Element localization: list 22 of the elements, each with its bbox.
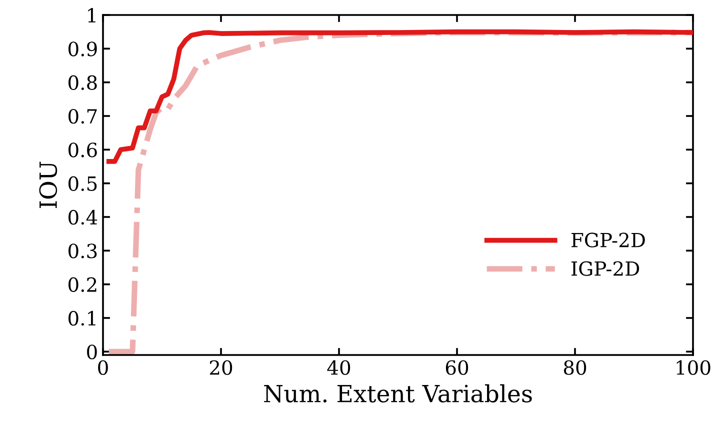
y-tick-label: 0.4 bbox=[68, 210, 98, 225]
y-tick-label: 0.2 bbox=[68, 277, 96, 292]
x-tick-label: 60 bbox=[446, 360, 468, 375]
y-tick-label: 0.1 bbox=[68, 310, 96, 326]
y-axis-title: IOU bbox=[39, 162, 58, 208]
x-tick-label: 80 bbox=[564, 360, 586, 375]
x-axis-title: Num. Extent Variables bbox=[264, 384, 532, 403]
line-series bbox=[106, 29, 693, 164]
x-tick-label: 20 bbox=[210, 360, 232, 375]
y-tick-label: 0.3 bbox=[68, 244, 97, 258]
x-tick-label: 100 bbox=[676, 360, 710, 375]
y-tick-label: 0.9 bbox=[68, 42, 97, 56]
legend-label: FGP-2D bbox=[572, 232, 645, 248]
y-tick-label: 0.7 bbox=[68, 108, 97, 124]
x-tick-label: 40 bbox=[327, 360, 350, 375]
y-tick-label: 0.6 bbox=[68, 142, 97, 158]
y-tick-label: 0 bbox=[87, 344, 97, 360]
legend-label: IGP-2D bbox=[572, 261, 640, 276]
y-tick-label: 0.5 bbox=[68, 176, 97, 191]
y-tick-label: 0.8 bbox=[68, 75, 97, 90]
x-tick-label: 0 bbox=[98, 360, 108, 375]
y-tick-label: 1 bbox=[88, 8, 96, 22]
